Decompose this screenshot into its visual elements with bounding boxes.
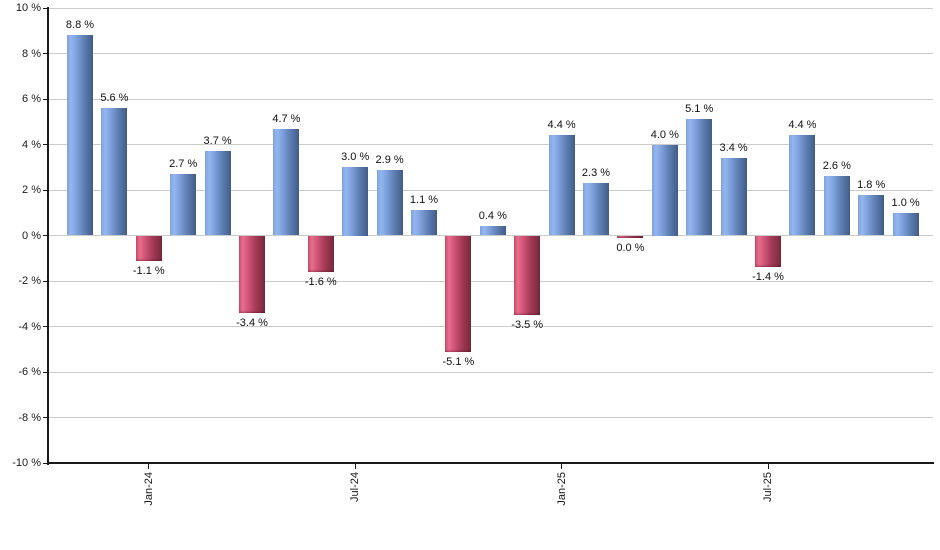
bar-value-label: -3.4 % — [236, 316, 268, 329]
bar-value-label: -1.4 % — [752, 271, 784, 284]
bar — [273, 128, 300, 236]
x-axis-line — [47, 462, 934, 464]
bar-value-label: -1.6 % — [304, 275, 337, 288]
bar — [755, 235, 781, 268]
x-axis-tick — [767, 464, 769, 469]
bar — [445, 235, 472, 352]
bar — [789, 135, 816, 236]
gridline — [48, 235, 933, 236]
y-axis-tick — [43, 280, 48, 282]
gridline — [48, 98, 933, 100]
y-axis-tick — [43, 326, 48, 327]
bar — [858, 194, 885, 236]
bar — [170, 174, 197, 236]
x-axis-label: Jan-25 — [555, 472, 568, 506]
gridline — [48, 371, 933, 373]
bar — [411, 210, 437, 236]
bar — [892, 212, 919, 236]
bar — [135, 235, 162, 261]
bar-value-label: 4.4 % — [547, 119, 576, 132]
bar — [204, 151, 231, 236]
gridline — [48, 189, 933, 191]
bar-value-label: 2.3 % — [581, 167, 611, 180]
bar — [239, 235, 265, 313]
bar — [617, 235, 644, 238]
gridline — [48, 53, 933, 54]
x-axis-tick — [561, 464, 563, 469]
bar-value-label: 5.1 % — [685, 103, 714, 116]
y-axis-label: 6 % — [22, 93, 41, 105]
bar — [307, 235, 334, 272]
bar-value-label: 1.0 % — [891, 196, 920, 209]
gridline — [48, 280, 933, 282]
y-axis-label: 2 % — [22, 184, 41, 196]
y-axis-tick — [43, 189, 48, 191]
gridline — [48, 144, 933, 145]
bar-value-label: -5.1 % — [442, 355, 475, 368]
bar-value-label: -3.5 % — [511, 319, 544, 332]
bar-value-label: 1.8 % — [857, 178, 886, 191]
bar — [342, 167, 369, 236]
bar-value-label: 0.0 % — [616, 241, 645, 254]
y-axis-tick — [43, 144, 48, 145]
y-axis-label: 0 % — [22, 229, 41, 242]
bar — [823, 176, 850, 236]
bar — [376, 169, 403, 236]
gridline — [48, 7, 933, 9]
x-axis-label: Jul-24 — [349, 472, 362, 502]
y-axis-label: 4 % — [22, 138, 41, 151]
bar-value-label: 2.6 % — [822, 160, 851, 173]
bar-value-label: 4.0 % — [650, 128, 679, 141]
gridline — [48, 326, 933, 327]
bar — [720, 158, 747, 236]
bar-value-label: 8.8 % — [65, 19, 95, 32]
bar-value-label: 5.6 % — [100, 92, 129, 105]
y-axis-label: 10 % — [15, 2, 41, 14]
bar-value-label: 2.9 % — [375, 153, 404, 166]
bar — [67, 35, 93, 236]
bar-value-label: 3.4 % — [719, 142, 748, 155]
y-axis-label: -2 % — [18, 275, 41, 287]
y-axis-tick — [43, 7, 48, 9]
y-axis-tick — [43, 462, 48, 464]
bar-value-label: 4.7 % — [272, 112, 301, 125]
bar-value-label: 3.7 % — [203, 135, 232, 148]
x-axis-label: Jul-25 — [762, 472, 774, 502]
bar — [583, 183, 609, 236]
bar-value-label: 1.1 % — [409, 194, 439, 207]
x-axis-tick — [148, 464, 150, 469]
y-axis-tick — [43, 53, 48, 54]
bar — [548, 135, 575, 236]
bar — [101, 108, 128, 236]
bar — [514, 235, 541, 316]
gridline — [48, 417, 933, 418]
y-axis-label: -10 % — [12, 457, 41, 469]
y-axis-label: -8 % — [18, 411, 41, 424]
bar-value-label: -1.1 % — [132, 264, 165, 277]
bar — [651, 144, 678, 236]
bar-value-label: 3.0 % — [341, 151, 370, 164]
bar-value-label: 4.4 % — [788, 119, 817, 132]
x-axis-label: Jan-24 — [142, 472, 155, 506]
y-axis-tick — [43, 417, 48, 418]
y-axis-tick — [43, 371, 48, 373]
y-axis-label: -6 % — [18, 366, 41, 378]
bar — [479, 226, 506, 236]
y-axis-label: 8 % — [22, 47, 41, 60]
y-axis-tick — [43, 98, 48, 100]
x-axis-tick — [354, 464, 356, 469]
y-axis-line — [47, 7, 49, 465]
bar-value-label: 0.4 % — [478, 210, 507, 223]
bar — [686, 119, 713, 236]
y-axis-label: -4 % — [18, 320, 41, 333]
y-axis-tick — [43, 235, 48, 236]
bar-value-label: 2.7 % — [169, 158, 198, 171]
